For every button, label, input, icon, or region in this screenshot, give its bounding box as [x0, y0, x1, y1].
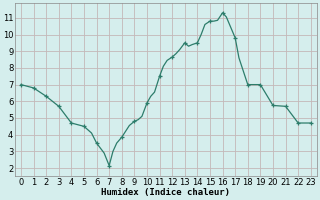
X-axis label: Humidex (Indice chaleur): Humidex (Indice chaleur): [101, 188, 230, 197]
